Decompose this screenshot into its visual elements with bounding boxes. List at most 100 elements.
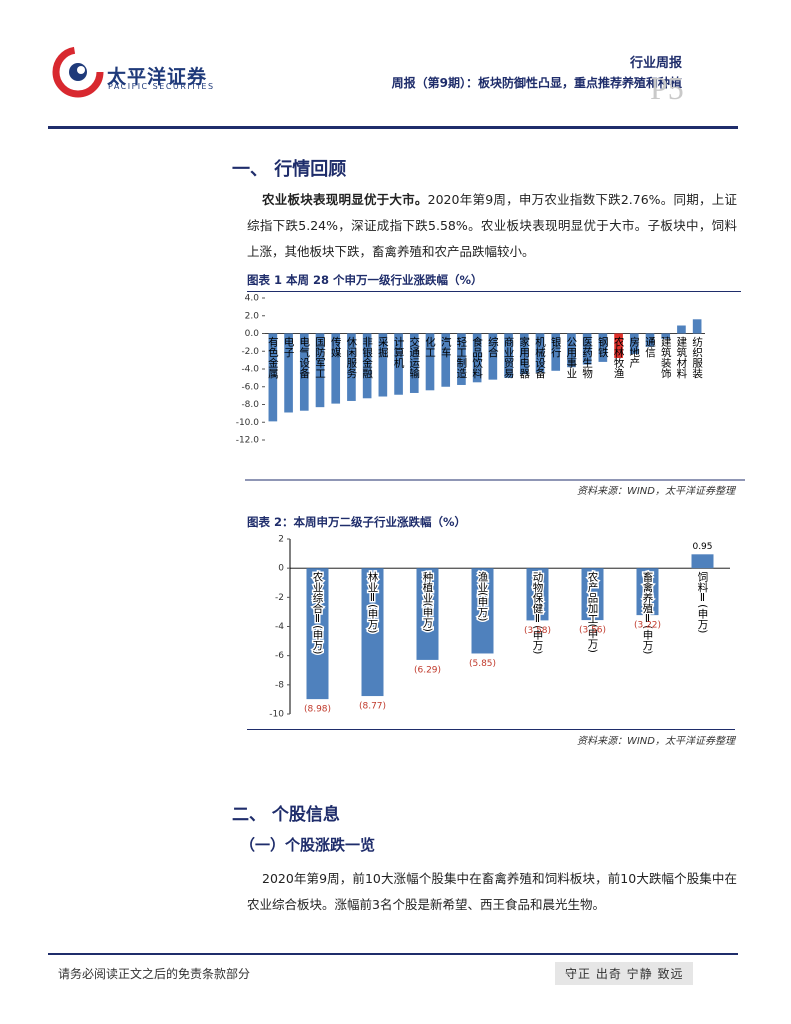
bar	[347, 333, 356, 401]
header-rule	[48, 126, 738, 129]
x-tick-label: 渔业(申万)	[477, 571, 489, 621]
x-tick-label: 公用事业	[565, 337, 577, 379]
bar	[268, 333, 278, 422]
x-tick-label: 林业Ⅱ(申万)	[367, 570, 379, 633]
bar	[661, 333, 671, 339]
x-tick-label: 商业贸易	[503, 336, 515, 380]
disclaimer: 请务必阅读正文之后的免责条款部分	[58, 967, 251, 981]
report-title: 周报（第9期）：板块防御性凸显，重点推荐养殖和种植	[391, 76, 682, 90]
bar	[299, 333, 309, 411]
y-tick-label: 2.0	[245, 311, 260, 321]
x-tick-label: 电气设备	[298, 336, 310, 380]
x-tick-label: 农林牧渔	[613, 336, 625, 380]
source: 资料来源：WIND，太平洋证券整理	[576, 486, 735, 497]
data-label: (5.85)	[469, 659, 496, 669]
bar	[425, 333, 435, 391]
logo	[52, 46, 104, 98]
y-tick-label: -2	[275, 593, 284, 603]
bar	[409, 333, 419, 393]
bar	[361, 568, 384, 697]
x-tick-label: 休闲服务	[345, 337, 357, 380]
section-heading: 二、 个股信息	[232, 805, 340, 825]
source: 资料来源：WIND，太平洋证券整理	[247, 729, 735, 747]
bar	[526, 568, 549, 621]
bar	[472, 333, 482, 383]
text: 2020年第9周，申万农业指数下跌2.76%。同期，上证综指下跌5.24%，深证…	[247, 192, 737, 259]
x-tick-label: 传媒	[330, 337, 342, 359]
bar	[519, 333, 529, 375]
page-number: P5	[650, 70, 684, 106]
x-tick-label: 建筑材料	[675, 336, 687, 380]
x-tick-label: 电子	[283, 336, 295, 358]
bar	[614, 333, 623, 358]
x-tick-label: 汽车	[440, 336, 452, 359]
figure-title: 图表 2：本周申万二级子行业涨跌幅（%）	[247, 515, 467, 529]
bar	[567, 333, 576, 368]
x-tick-label: 钢铁	[597, 336, 609, 359]
bar	[551, 333, 561, 371]
y-tick-label: -10.0	[236, 418, 260, 428]
data-label: (8.77)	[359, 702, 386, 712]
data-label: (6.29)	[414, 665, 441, 675]
y-tick-label: 0.0	[245, 329, 260, 339]
y-tick-label: -2.0	[241, 347, 259, 357]
data-label: (8.98)	[304, 705, 331, 715]
x-tick-label: 农产品加工(申万)	[587, 570, 599, 652]
report-type: 行业周报	[629, 56, 682, 71]
y-tick-label: -4	[275, 622, 284, 632]
subheading: （一）个股涨跌一览	[240, 836, 376, 854]
x-tick-label: 计算机	[393, 336, 405, 369]
paragraph: 农业板块表现明显优于大市。2020年第9周，申万农业指数下跌2.76%。同期，上…	[247, 187, 737, 265]
bar	[416, 568, 439, 660]
bar	[504, 333, 513, 378]
brand-en: PACIFIC SECURITIES	[108, 82, 215, 91]
x-tick-label: 通信	[644, 337, 656, 359]
figure-title: 图表 1 本周 28 个申万一级行业涨跌幅（%）	[247, 272, 741, 292]
bar	[535, 333, 545, 373]
x-tick-label: 有色金属	[267, 336, 279, 380]
bar	[331, 333, 341, 404]
x-tick-label: 交通运输	[408, 336, 420, 380]
bar	[471, 568, 494, 654]
paragraph: 2020年第9周，前10大涨幅个股集中在畜禽养殖和饲料板块，前10大跌幅个股集中…	[247, 871, 737, 912]
bar	[378, 333, 388, 397]
y-tick-label: -6	[275, 651, 284, 661]
bar	[636, 568, 659, 616]
x-tick-label: 采掘	[377, 337, 389, 359]
bar	[691, 554, 714, 569]
data-label: (3.58)	[524, 626, 551, 636]
bar	[284, 333, 293, 413]
bar	[457, 333, 466, 385]
x-tick-label: 饲料Ⅱ(申万)	[697, 570, 709, 633]
bar	[629, 333, 639, 354]
y-tick-label: -8.0	[241, 400, 259, 410]
data-label: (3.22)	[634, 621, 661, 631]
x-tick-label: 综合	[487, 336, 499, 359]
bar	[692, 319, 702, 334]
y-tick-label: -12.0	[236, 436, 260, 446]
lead: 农业板块表现明显优于大市。	[262, 192, 428, 207]
y-tick-label: 0	[278, 564, 284, 574]
brand: 太平洋证券	[107, 66, 208, 88]
x-tick-label: 轻工制造	[455, 336, 467, 379]
y-tick-label: -4.0	[241, 365, 259, 375]
x-tick-label: 银行	[550, 336, 562, 359]
bar	[488, 333, 498, 380]
bar	[582, 333, 592, 365]
data-label: 0.95	[692, 542, 712, 552]
x-tick-label: 国防军工	[314, 337, 326, 379]
y-tick-label: -8	[275, 680, 284, 690]
data-label: (3.56)	[579, 626, 606, 636]
bar	[394, 333, 403, 395]
bar	[315, 333, 325, 408]
x-tick-label: 房地产	[628, 336, 640, 369]
x-tick-label: 农业综合Ⅱ(申万)	[312, 570, 324, 654]
y-tick-label: -10	[269, 710, 284, 720]
bar	[306, 568, 329, 700]
x-tick-label: 动物保健Ⅱ(申万)	[532, 571, 544, 654]
x-tick-label: 食品饮料	[471, 336, 483, 380]
chart: 2 0 -2 -4 -6 -8 -10 农业综合Ⅱ(申万) (8.98) 林业Ⅱ(申万) (8.77…	[269, 535, 730, 720]
y-tick-label: 2	[278, 535, 284, 545]
x-tick-label: 化工	[424, 336, 436, 358]
